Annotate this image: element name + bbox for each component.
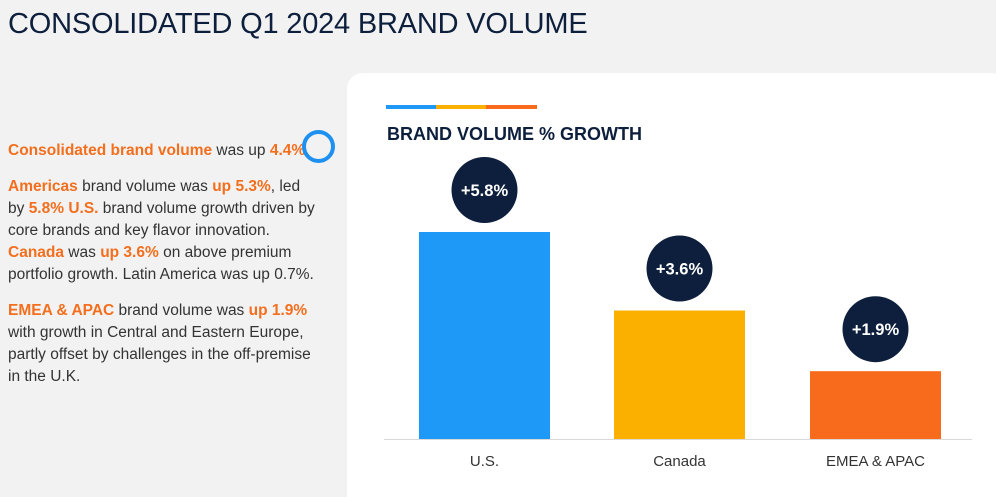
emea-value: up 1.9%	[248, 302, 308, 319]
americas-label: Americas	[8, 178, 78, 195]
chart-title: BRAND VOLUME % GROWTH	[387, 124, 642, 144]
data-label-1: +3.6%	[656, 261, 704, 279]
data-label-badge-1	[646, 235, 713, 302]
americas-value: up 5.3%	[212, 178, 271, 195]
data-label-badge-0	[451, 157, 518, 223]
x-tick-label-2: EMEA & APAC	[826, 453, 925, 470]
commentary: Consolidated brand volume was up 4.4%. A…	[8, 140, 318, 402]
bar-0	[419, 232, 550, 439]
consolidated-label: Consolidated brand volume	[8, 142, 213, 159]
data-label-badge-2	[842, 296, 909, 363]
accent-segment-blue	[386, 105, 436, 109]
accent-segment-yellow	[436, 105, 486, 109]
consolidated-text: was up	[212, 142, 270, 159]
canada-value: up 3.6%	[100, 244, 159, 261]
page-title: CONSOLIDATED Q1 2024 BRAND VOLUME	[8, 8, 588, 40]
americas-text-1: brand volume was	[77, 178, 213, 195]
x-tick-label-1: Canada	[653, 453, 706, 470]
x-tick-label-0: U.S.	[470, 453, 499, 470]
bar-2	[810, 371, 941, 439]
americas-text-3: brand volume growth driven by core brand…	[8, 200, 315, 239]
commentary-emea-apac: EMEA & APAC brand volume was up 1.9% wit…	[8, 300, 318, 388]
data-label-0: +5.8%	[461, 182, 509, 200]
consolidated-value: 4.4%.	[269, 142, 310, 159]
us-value: 5.8% U.S.	[28, 200, 99, 217]
emea-text-2: with growth in Central and Eastern Europ…	[8, 324, 311, 385]
canada-label: Canada	[8, 244, 64, 261]
accent-bar	[386, 105, 537, 109]
data-label-2: +1.9%	[852, 321, 900, 339]
americas-text-5: on above premium portfolio growth. Latin…	[8, 244, 314, 283]
americas-text-4: was	[64, 244, 101, 261]
bar-1	[614, 310, 745, 439]
americas-text-2: , led by	[8, 178, 301, 217]
accent-segment-orange	[486, 105, 537, 109]
commentary-consolidated: Consolidated brand volume was up 4.4%.	[8, 140, 318, 162]
ring-icon	[302, 130, 335, 163]
emea-label: EMEA & APAC	[8, 302, 115, 319]
commentary-americas: Americas brand volume was up 5.3%, led b…	[8, 176, 318, 286]
emea-text-1: brand volume was	[114, 302, 249, 319]
